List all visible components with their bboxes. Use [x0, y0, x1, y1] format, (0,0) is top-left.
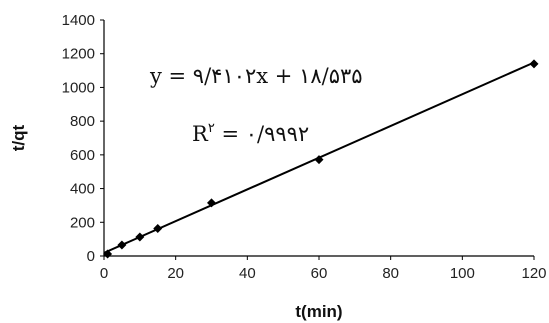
y-tick-label: 600 [70, 147, 95, 164]
y-tick-label: 200 [70, 214, 95, 231]
y-tick-label: 1400 [62, 12, 95, 29]
data-point [117, 240, 127, 250]
r-squared-value: = ۰/۹۹۹۲ [215, 122, 309, 146]
r-squared-superscript: ۲ [208, 121, 215, 136]
data-point [529, 59, 539, 69]
data-points [103, 59, 539, 259]
y-tick-label: 0 [87, 248, 95, 265]
y-axis-title: t/qt [9, 124, 28, 151]
y-tick-label: 800 [70, 113, 95, 130]
x-tick-label: 100 [450, 265, 475, 282]
x-tick-label: 40 [239, 265, 256, 282]
r-squared-symbol: R [192, 122, 209, 146]
x-tick-label: 60 [311, 265, 328, 282]
data-point [207, 198, 216, 208]
data-point [314, 155, 324, 165]
x-tick-label: 120 [521, 265, 546, 282]
data-point [153, 224, 163, 234]
y-tick-label: 400 [70, 181, 95, 198]
x-axis-title: t(min) [295, 302, 342, 321]
y-axis-ticks: 0 200 400 600 800 1000 1200 1400 [62, 12, 104, 265]
x-tick-label: 80 [382, 265, 399, 282]
data-point [135, 232, 145, 242]
y-tick-label: 1000 [62, 79, 95, 96]
x-tick-label: 0 [100, 265, 108, 282]
x-axis-ticks: 0 20 40 60 80 100 120 [100, 256, 547, 282]
regression-equation: y = ۹/۴۱۰۲x + ۱۸/۵۳۵ [149, 64, 363, 88]
r-squared: R۲ = ۰/۹۹۹۲ [192, 121, 309, 146]
x-tick-label: 20 [167, 265, 184, 282]
data-point [103, 249, 113, 259]
y-tick-label: 1200 [62, 46, 95, 63]
